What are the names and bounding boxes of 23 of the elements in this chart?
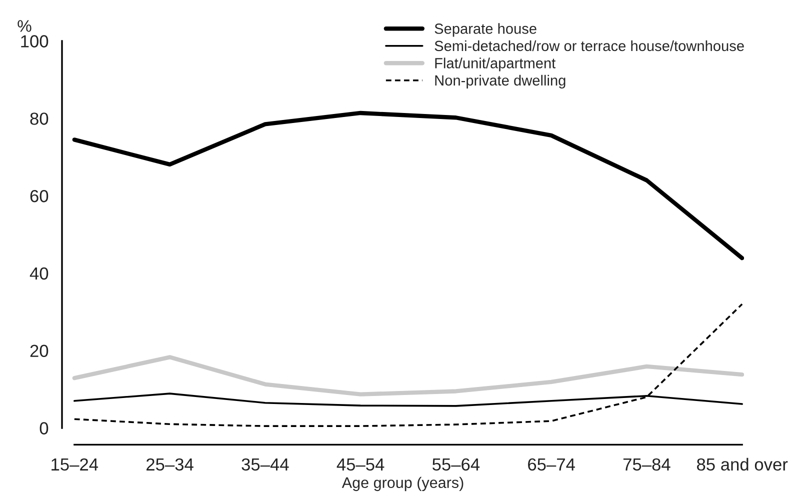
x-axis-title: Age group (years) [342,476,464,492]
x-tick-label: 35–44 [242,458,289,471]
line-series [73,303,743,427]
x-tick-label: 45–54 [336,458,384,471]
y-tick-label: 40 [30,267,48,280]
x-tick-label: 15–24 [52,458,98,471]
legend-label: Separate house [434,23,536,37]
x-tick-label: 25–34 [146,458,194,471]
x-tick-label: 65–74 [528,458,575,471]
legend-label: Semi-detached/row or terrace house/townhouse [434,40,744,52]
x-tick-label: 75–84 [623,458,670,471]
line-series [72,355,744,396]
y-tick-label: 100 [21,35,48,48]
line-series [72,110,744,260]
y-tick-label: 0 [40,422,48,434]
legend-label: Non-private dwelling [435,74,566,88]
y-tick-label: 20 [30,344,48,358]
x-tick-label: 55–64 [432,458,480,471]
y-tick-label: 80 [30,112,48,125]
x-tick-label: 85 and over [697,458,788,471]
y-axis-title: % [18,20,32,32]
y-tick-label: 60 [30,190,48,202]
legend-label: Flat/unit/apartment [435,58,556,72]
